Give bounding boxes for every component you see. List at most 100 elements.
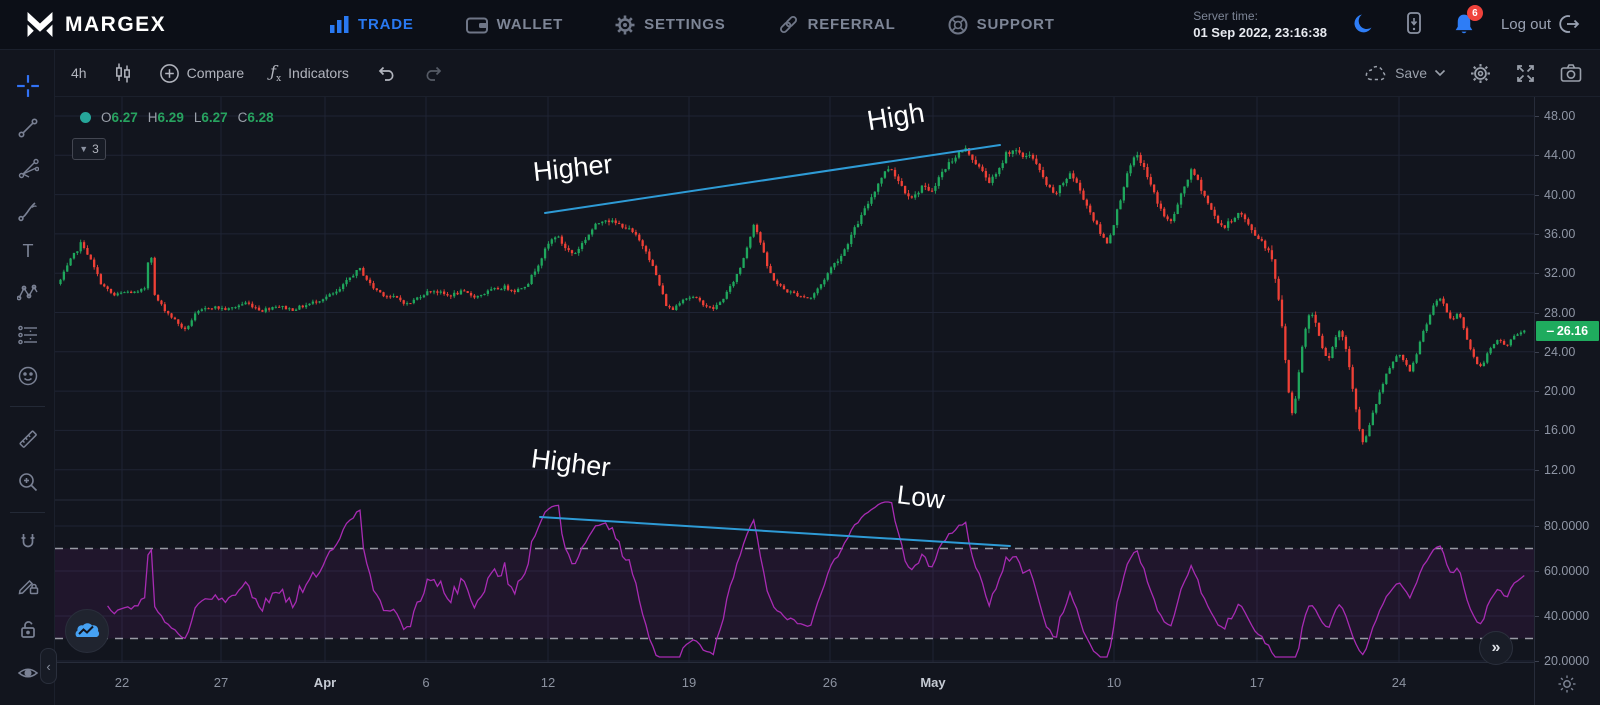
chevron-down-icon: ▼: [79, 144, 89, 154]
candlestick-icon: [115, 63, 130, 83]
bell-icon: [1455, 14, 1473, 34]
double-chevron-right-icon: »: [1491, 639, 1501, 656]
tool-xabcd-pattern[interactable]: [16, 281, 40, 305]
server-time: Server time: 01 Sep 2022, 23:16:38: [1193, 8, 1327, 42]
chevron-left-icon: ‹: [46, 658, 51, 674]
area-chart-icon: [75, 623, 100, 637]
theme-sun-icon[interactable]: [1557, 674, 1577, 694]
cloud-save-icon: [1365, 65, 1386, 81]
brand-name: MARGEX: [65, 12, 167, 36]
axis-price-label: 44.00: [1544, 148, 1576, 163]
go-to-realtime-button[interactable]: »: [1479, 631, 1513, 665]
axis-time-label: Apr: [313, 675, 337, 690]
symbol-legend[interactable]: O6.27 H6.29 L6.27 C6.28: [80, 110, 274, 125]
tool-magnet[interactable]: [16, 530, 40, 554]
tool-ruler[interactable]: [16, 427, 40, 451]
tool-gann-fib[interactable]: [16, 157, 40, 181]
time-axis[interactable]: 22 27 Apr 6 12 19 26 May 10 17 24: [55, 662, 1534, 705]
save-layout-button[interactable]: Save: [1364, 64, 1446, 82]
axis-price-label: 60.0000: [1544, 564, 1590, 578]
axis-time-label: 27: [213, 675, 229, 690]
legend-collapse-badge[interactable]: ▼ 3: [72, 138, 106, 160]
nav-label-referral: REFERRAL: [807, 16, 896, 33]
axis-time-label: 17: [1249, 675, 1265, 690]
price-axis[interactable]: ‒ 26.16 48.00 44.00 40.00 36.00 32.00 28.00 24…: [1534, 97, 1600, 705]
tool-emoji[interactable]: [16, 364, 40, 388]
gear-icon: [1471, 63, 1490, 83]
axis-corner: [1534, 662, 1600, 705]
candlestick-chart[interactable]: [55, 97, 1534, 662]
last-price-tick: ‒: [1546, 324, 1554, 338]
fullscreen-icon: [1517, 64, 1534, 82]
margex-logo-icon: [27, 12, 53, 37]
axis-price-label: 80.0000: [1544, 519, 1590, 533]
main-menu: TRADE WALLET: [330, 14, 1055, 35]
lifebuoy-icon: [948, 15, 968, 34]
compare-plus-icon: [159, 63, 179, 83]
axis-time-label: 19: [681, 675, 697, 690]
nav-item-trade[interactable]: TRADE: [330, 16, 414, 33]
tool-drawing-lock[interactable]: [16, 573, 40, 597]
axis-time-label: 26: [822, 675, 838, 690]
axis-price-label: 28.00: [1544, 305, 1576, 320]
tool-text[interactable]: T: [16, 239, 40, 263]
tool-trend-line[interactable]: [16, 116, 40, 140]
chart-canvas[interactable]: Higher High Higher Low: [55, 97, 1534, 662]
theme-moon-toggle[interactable]: [1351, 11, 1377, 37]
axis-price-label: 36.00: [1544, 226, 1576, 241]
nav-item-settings[interactable]: SETTINGS: [615, 15, 725, 35]
svg-text:T: T: [23, 241, 34, 261]
nav-label-trade: TRADE: [358, 16, 414, 33]
redo-button[interactable]: [423, 63, 445, 83]
bar-chart-icon: [330, 16, 349, 33]
chart-toolbar: 4h Compare ƒx Indicators: [55, 50, 1600, 97]
tool-lock-all[interactable]: [16, 617, 40, 641]
tool-forecast[interactable]: [16, 323, 40, 347]
notifications-button[interactable]: 6: [1451, 5, 1483, 37]
axis-time-label: 12: [540, 675, 556, 690]
chart-type-button[interactable]: [113, 62, 133, 84]
interval-button[interactable]: 4h: [71, 65, 87, 81]
pane-preview-button[interactable]: [65, 609, 109, 653]
snapshot-button[interactable]: [1560, 63, 1582, 83]
compare-label: Compare: [186, 65, 245, 81]
drawing-toolbar: T: [0, 50, 55, 705]
function-icon: ƒx: [270, 61, 282, 85]
margex-logo[interactable]: MARGEX: [0, 11, 330, 38]
nav-item-referral[interactable]: REFERRAL: [778, 14, 896, 35]
gear-icon: [615, 15, 635, 34]
toolbar-divider: [10, 406, 45, 407]
compare-button[interactable]: Compare: [159, 63, 245, 84]
hidden-series-count: 3: [92, 142, 99, 156]
undo-icon: [378, 66, 394, 81]
axis-price-label: 32.00: [1544, 266, 1576, 281]
nav-label-settings: SETTINGS: [644, 16, 726, 33]
axis-time-label: May: [920, 675, 946, 690]
moon-icon: [1354, 14, 1372, 33]
axis-price-label: 24.00: [1544, 344, 1576, 359]
tool-brush[interactable]: [16, 199, 40, 223]
indicators-label: Indicators: [288, 65, 349, 81]
axis-time-label: 6: [422, 675, 430, 690]
tool-zoom-in[interactable]: [16, 470, 40, 494]
chevron-down-icon: [1434, 69, 1446, 77]
ohlc-values: O6.27 H6.29 L6.27 C6.28: [101, 110, 274, 125]
tool-hide-all[interactable]: [16, 661, 40, 685]
interval-label: 4h: [71, 65, 87, 81]
axis-price-label: 48.00: [1544, 109, 1576, 123]
nav-item-wallet[interactable]: WALLET: [465, 15, 563, 34]
mobile-app-icon: [1407, 12, 1421, 35]
camera-icon: [1560, 64, 1582, 82]
chart-settings-button[interactable]: [1470, 63, 1491, 84]
mobile-app-button[interactable]: [1401, 11, 1427, 37]
tool-crosshair[interactable]: [16, 74, 40, 98]
last-price-label: ‒ 26.16: [1536, 321, 1599, 341]
indicators-button[interactable]: ƒx Indicators: [270, 62, 349, 84]
logout-button[interactable]: Log out: [1501, 14, 1580, 34]
nav-item-support[interactable]: SUPPORT: [948, 15, 1055, 35]
sidebar-collapse-button[interactable]: ‹: [40, 648, 57, 684]
fullscreen-button[interactable]: [1515, 63, 1536, 84]
navbar-right: Server time: 01 Sep 2022, 23:16:38: [1193, 5, 1600, 42]
undo-button[interactable]: [375, 63, 397, 83]
axis-time-label: 22: [114, 675, 130, 690]
